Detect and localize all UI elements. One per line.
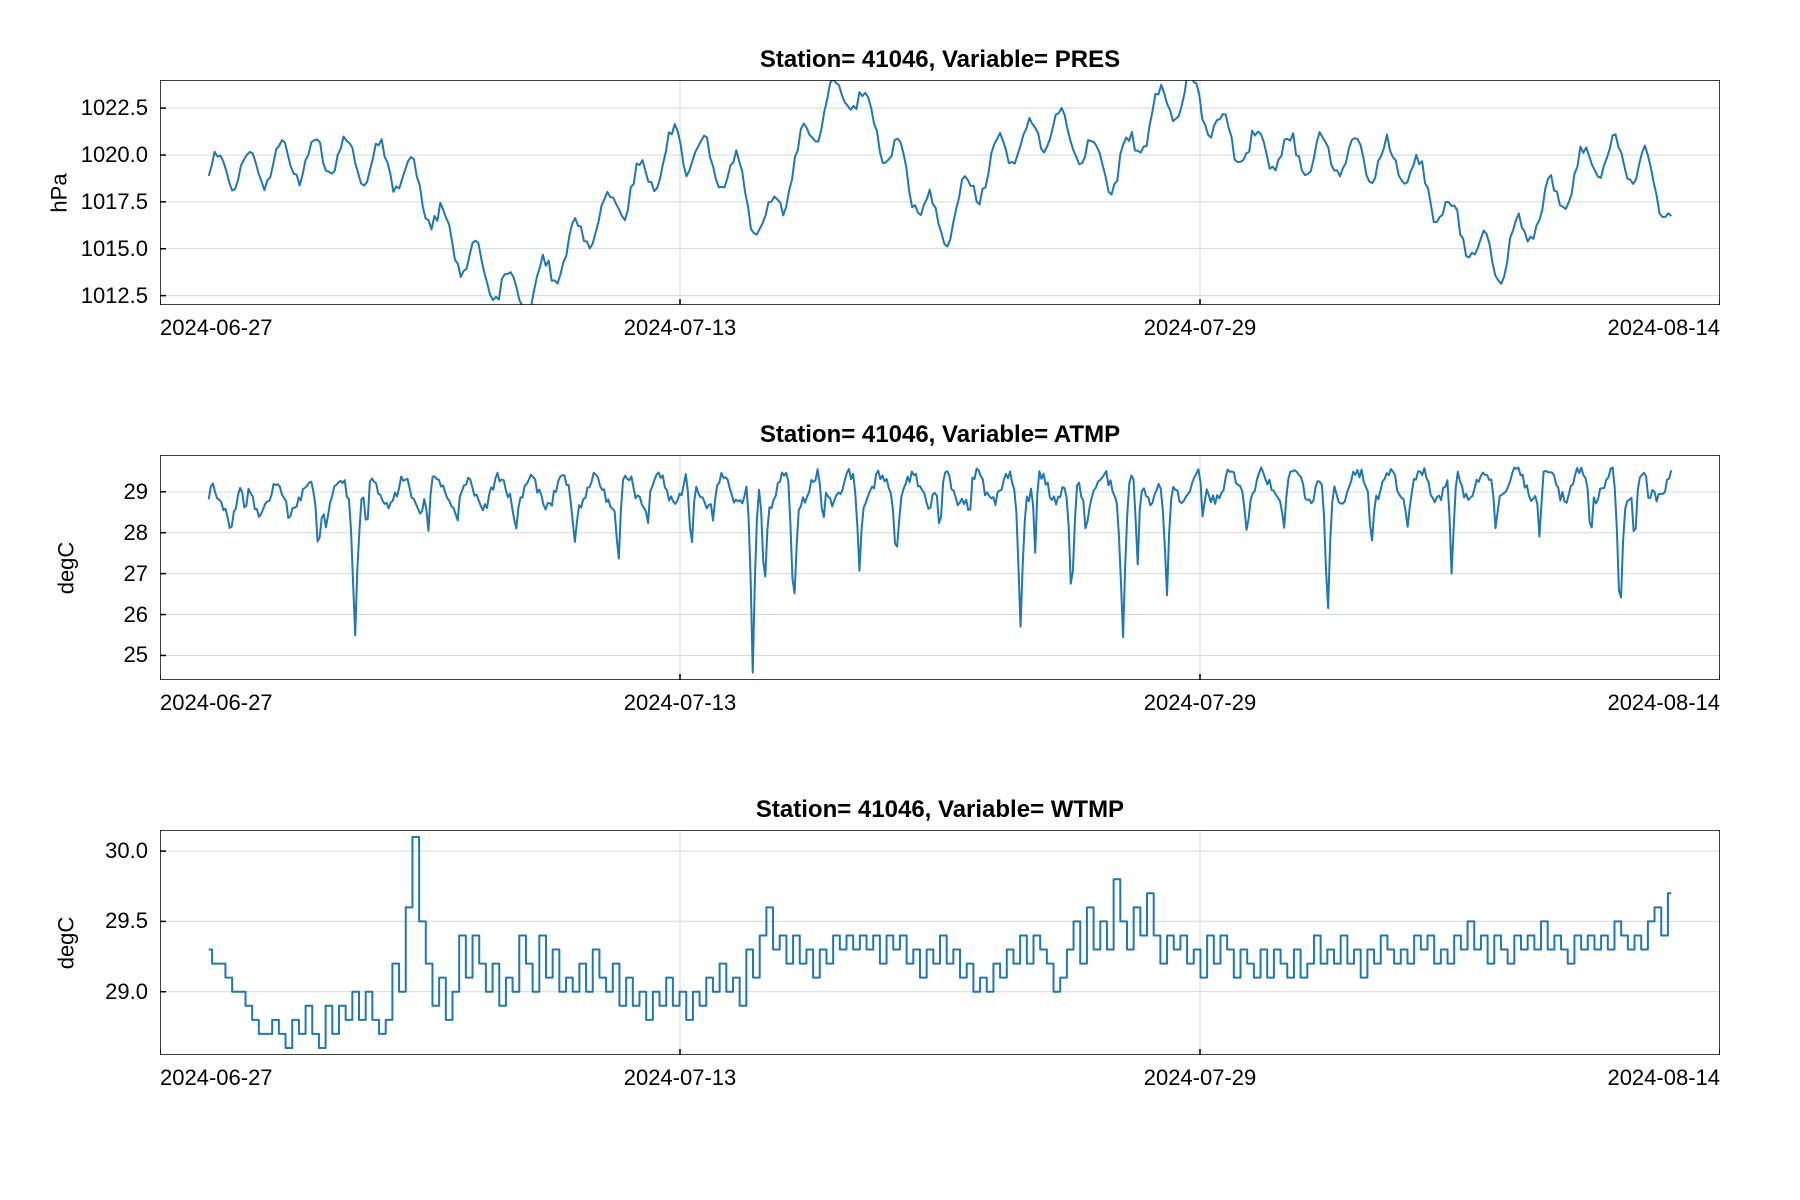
- x-tick-label: 2024-06-27: [160, 1065, 273, 1091]
- x-tick-label: 2024-06-27: [160, 315, 273, 341]
- chart-panel-wtmp: Station= 41046, Variable= WTMPdegC2024-0…: [160, 830, 1720, 1055]
- y-axis-label: degC: [53, 916, 79, 969]
- x-tick-label: 2024-07-13: [624, 690, 737, 716]
- x-tick-labels: 2024-06-27 2024-07-13 2024-07-29 2024-08-14: [160, 305, 1720, 345]
- x-tick-label: 2024-08-14: [1607, 315, 1720, 341]
- y-tick-label: 1022.5: [81, 95, 148, 121]
- x-tick-label: 2024-06-27: [160, 690, 273, 716]
- y-tick-label: 1020.0: [81, 142, 148, 168]
- y-axis-label: degC: [53, 541, 79, 594]
- chart-panel-atmp: Station= 41046, Variable= ATMPdegC2024-0…: [160, 455, 1720, 680]
- x-tick-label: 2024-08-14: [1607, 1065, 1720, 1091]
- y-tick-label: 29.5: [105, 908, 148, 934]
- figure: Station= 41046, Variable= PRES hPa 2024-06…: [0, 0, 1800, 1200]
- x-tick-label: 2024-08-14: [1607, 690, 1720, 716]
- data-line: [209, 80, 1672, 305]
- y-axis-label: hPa: [47, 173, 73, 212]
- x-tick-label: 2024-07-29: [1144, 1065, 1257, 1091]
- x-tick-label: 2024-07-29: [1144, 690, 1257, 716]
- x-tick-labels: 2024-06-27 2024-07-13 2024-07-29 2024-08-14: [160, 680, 1720, 720]
- y-tick-label: 29.0: [105, 979, 148, 1005]
- y-tick-label: 1012.5: [81, 283, 148, 309]
- y-tick-label: 30.0: [105, 838, 148, 864]
- y-tick-label: 1015.0: [81, 236, 148, 262]
- plot-area: [160, 830, 1720, 1055]
- gridlines: [160, 455, 1720, 680]
- panel-title: Station= 41046, Variable= WTMP: [160, 796, 1720, 824]
- x-tick-label: 2024-07-13: [624, 1065, 737, 1091]
- y-tick-label: 26: [124, 602, 148, 628]
- y-tick-label: 1017.5: [81, 189, 148, 215]
- x-tick-label: 2024-07-29: [1144, 315, 1257, 341]
- x-tick-labels: 2024-06-27 2024-07-13 2024-07-29 2024-08-14: [160, 1055, 1720, 1095]
- plot-area: [160, 80, 1720, 305]
- panel-title: Station= 41046, Variable= PRES: [160, 46, 1720, 74]
- y-tick-label: 25: [124, 642, 148, 668]
- plot-area: [160, 455, 1720, 680]
- x-tick-label: 2024-07-13: [624, 315, 737, 341]
- y-tick-label: 28: [124, 520, 148, 546]
- data-line: [209, 837, 1672, 1048]
- tick-marks: [160, 108, 1720, 305]
- chart-panel-pres: Station= 41046, Variable= PREShPa2024-06…: [160, 80, 1720, 305]
- y-tick-label: 27: [124, 561, 148, 587]
- y-tick-label: 29: [124, 479, 148, 505]
- data-line: [209, 467, 1672, 672]
- panel-title: Station= 41046, Variable= ATMP: [160, 421, 1720, 449]
- axis-border: [160, 455, 1720, 680]
